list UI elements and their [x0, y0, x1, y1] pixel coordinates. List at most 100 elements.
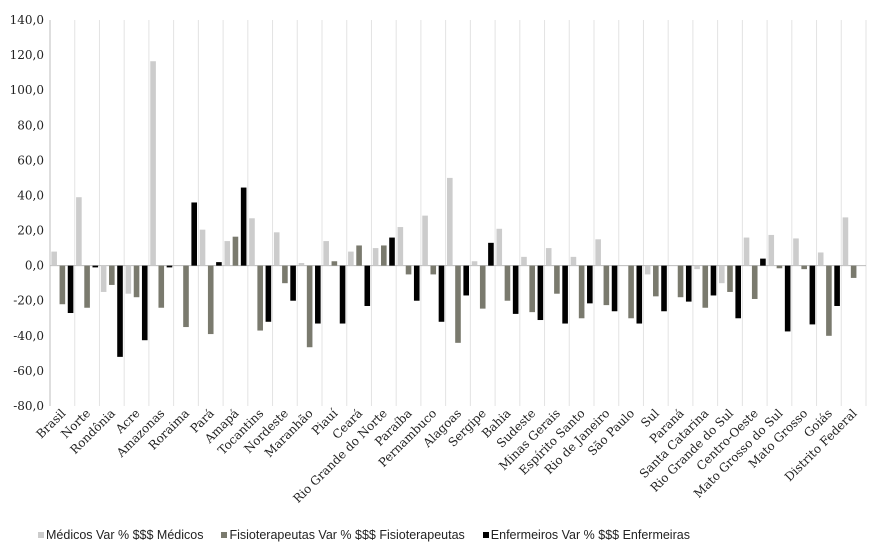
legend-item-enfermeiros: Enfermeiros Var % $$$ Enfermeiras	[482, 528, 690, 542]
bar-alagoas-series-3	[463, 265, 469, 296]
bar-alagoas-series-2	[455, 265, 461, 343]
bar-alagoas-series-1	[447, 177, 453, 266]
bar-sergipe-series-3	[488, 242, 494, 266]
bar-goias-series-3	[834, 265, 840, 306]
bar-centro-oeste-series-3	[760, 258, 766, 266]
legend-swatch-fisioterapeutas	[221, 532, 228, 538]
bar-roraima-series-3	[191, 202, 197, 266]
bar-piaui-series-3	[339, 265, 346, 324]
y-tick-label: 40,0	[17, 188, 44, 202]
bar-para-series-1	[199, 229, 206, 266]
bar-amazonas-series-2	[158, 265, 165, 308]
legend-item-fisioterapeutas: Fisioterapeutas Var % $$$ Fisioterapeuta…	[221, 528, 465, 542]
y-tick-label: -40,0	[13, 329, 44, 343]
bar-ceara-series-2	[356, 245, 362, 266]
bar-rio-de-janeiro-series-1	[595, 239, 601, 266]
bar-amazonas-series-1	[150, 61, 156, 266]
bar-bahia-series-1	[496, 228, 503, 266]
bar-rio-grande-do-sul-series-3	[735, 265, 741, 319]
bar-rio-grande-do-norte-series-3	[389, 237, 395, 266]
bar-pernambuco-series-1	[422, 215, 428, 266]
bar-norte-series-1	[76, 197, 82, 266]
y-tick-label: 120,0	[10, 48, 44, 62]
legend-swatch-enfermeiros	[482, 532, 489, 538]
bar-parana-series-3	[685, 265, 692, 302]
bar-minas-gerais-series-3	[562, 265, 568, 324]
bar-distrito-federal-series-1	[842, 217, 849, 266]
bar-mato-grosso-do-sul-series-3	[784, 265, 791, 332]
bar-mato-grosso-series-2	[801, 265, 807, 270]
bar-para-series-2	[207, 265, 214, 335]
bar-sul-series-2	[653, 265, 659, 297]
bar-rio-de-janeiro-series-2	[603, 265, 610, 306]
bar-sudeste-series-2	[529, 265, 535, 313]
bar-sao-paulo-series-3	[636, 265, 643, 324]
legend-swatch-medicos	[38, 532, 44, 538]
y-tick-label: 80,0	[17, 118, 44, 132]
bar-roraima-series-2	[183, 265, 189, 328]
legend-label-fisioterapeutas: Fisioterapeutas Var % $$$ Fisioterapeuta…	[229, 528, 465, 542]
bar-brasil-series-2	[59, 265, 66, 305]
bar-rio-grande-do-sul-series-1	[719, 265, 725, 284]
bar-tocantins-series-1	[249, 218, 255, 266]
bar-ceara-series-1	[348, 251, 354, 266]
y-tick-label: -80,0	[13, 399, 44, 413]
y-tick-label: 140,0	[10, 13, 44, 27]
y-tick-label: 60,0	[17, 153, 44, 167]
bar-amapa-series-1	[224, 241, 231, 266]
bars	[51, 61, 857, 357]
bar-ceara-series-3	[364, 265, 371, 306]
bar-minas-gerais-series-1	[545, 248, 552, 266]
bar-goias-series-1	[817, 252, 824, 266]
bar-centro-oeste-series-2	[751, 265, 758, 299]
bar-minas-gerais-series-2	[554, 265, 560, 294]
category-labels: BrasilNorteRondôniaAcreAmazonasRoraimaPa…	[33, 406, 859, 506]
bar-rio-grande-do-norte-series-2	[381, 245, 387, 266]
bar-paraiba-series-3	[413, 265, 420, 301]
y-axis: -80,0 -60,0 -40,0 -20,0 0,0 20,0 40,0 60,0 80,0 1…	[10, 13, 866, 413]
bar-sul-series-3	[661, 265, 667, 312]
bar-sergipe-series-1	[471, 261, 478, 266]
bar-brasil-series-1	[51, 251, 57, 266]
bar-rio-de-janeiro-series-3	[611, 265, 618, 312]
bar-rondonia-series-3	[117, 265, 123, 357]
bar-santa-catarina-series-1	[694, 265, 700, 270]
bar-sul-series-1	[644, 265, 651, 275]
bar-rio-grande-do-norte-series-1	[372, 248, 379, 266]
y-tick-label: 20,0	[17, 224, 44, 238]
bar-piaui-series-1	[323, 241, 329, 266]
bar-paraiba-series-2	[405, 265, 412, 275]
bar-sergipe-series-2	[479, 265, 486, 309]
bar-tocantins-series-2	[257, 265, 263, 331]
bar-mato-grosso-do-sul-series-2	[776, 265, 783, 269]
bar-bahia-series-3	[512, 265, 519, 314]
bar-amapa-series-3	[240, 187, 247, 266]
bar-acre-series-1	[125, 265, 132, 294]
y-tick-label: -60,0	[13, 364, 44, 378]
bar-centro-oeste-series-1	[743, 237, 750, 266]
bar-norte-series-3	[92, 265, 99, 268]
bar-sudeste-series-1	[521, 256, 527, 266]
bar-parana-series-2	[677, 265, 684, 298]
bar-maranhao-series-1	[298, 263, 305, 266]
grid-lines	[49, 20, 867, 406]
bar-maranhao-series-3	[315, 265, 321, 324]
bar-norte-series-2	[84, 265, 90, 308]
legend-item-medicos: Médicos Var % $$$ Médicos	[38, 528, 203, 542]
y-tick-label: -20,0	[13, 294, 44, 308]
bar-acre-series-2	[133, 265, 140, 298]
bar-nordeste-series-3	[290, 265, 296, 301]
bar-mato-grosso-series-3	[809, 265, 816, 325]
bar-espirito-santo-series-1	[570, 256, 577, 266]
bar-santa-catarina-series-3	[710, 265, 717, 296]
bar-nordeste-series-2	[282, 265, 288, 284]
bar-mato-grosso-series-1	[793, 238, 799, 266]
bar-pernambuco-series-2	[430, 265, 437, 275]
bar-nordeste-series-1	[273, 232, 280, 266]
bar-rondonia-series-2	[109, 265, 115, 285]
bar-para-series-3	[216, 262, 222, 266]
bar-amapa-series-2	[232, 236, 239, 266]
bar-paraiba-series-1	[397, 227, 404, 266]
legend-label-medicos: Médicos Var % $$$ Médicos	[46, 528, 204, 542]
